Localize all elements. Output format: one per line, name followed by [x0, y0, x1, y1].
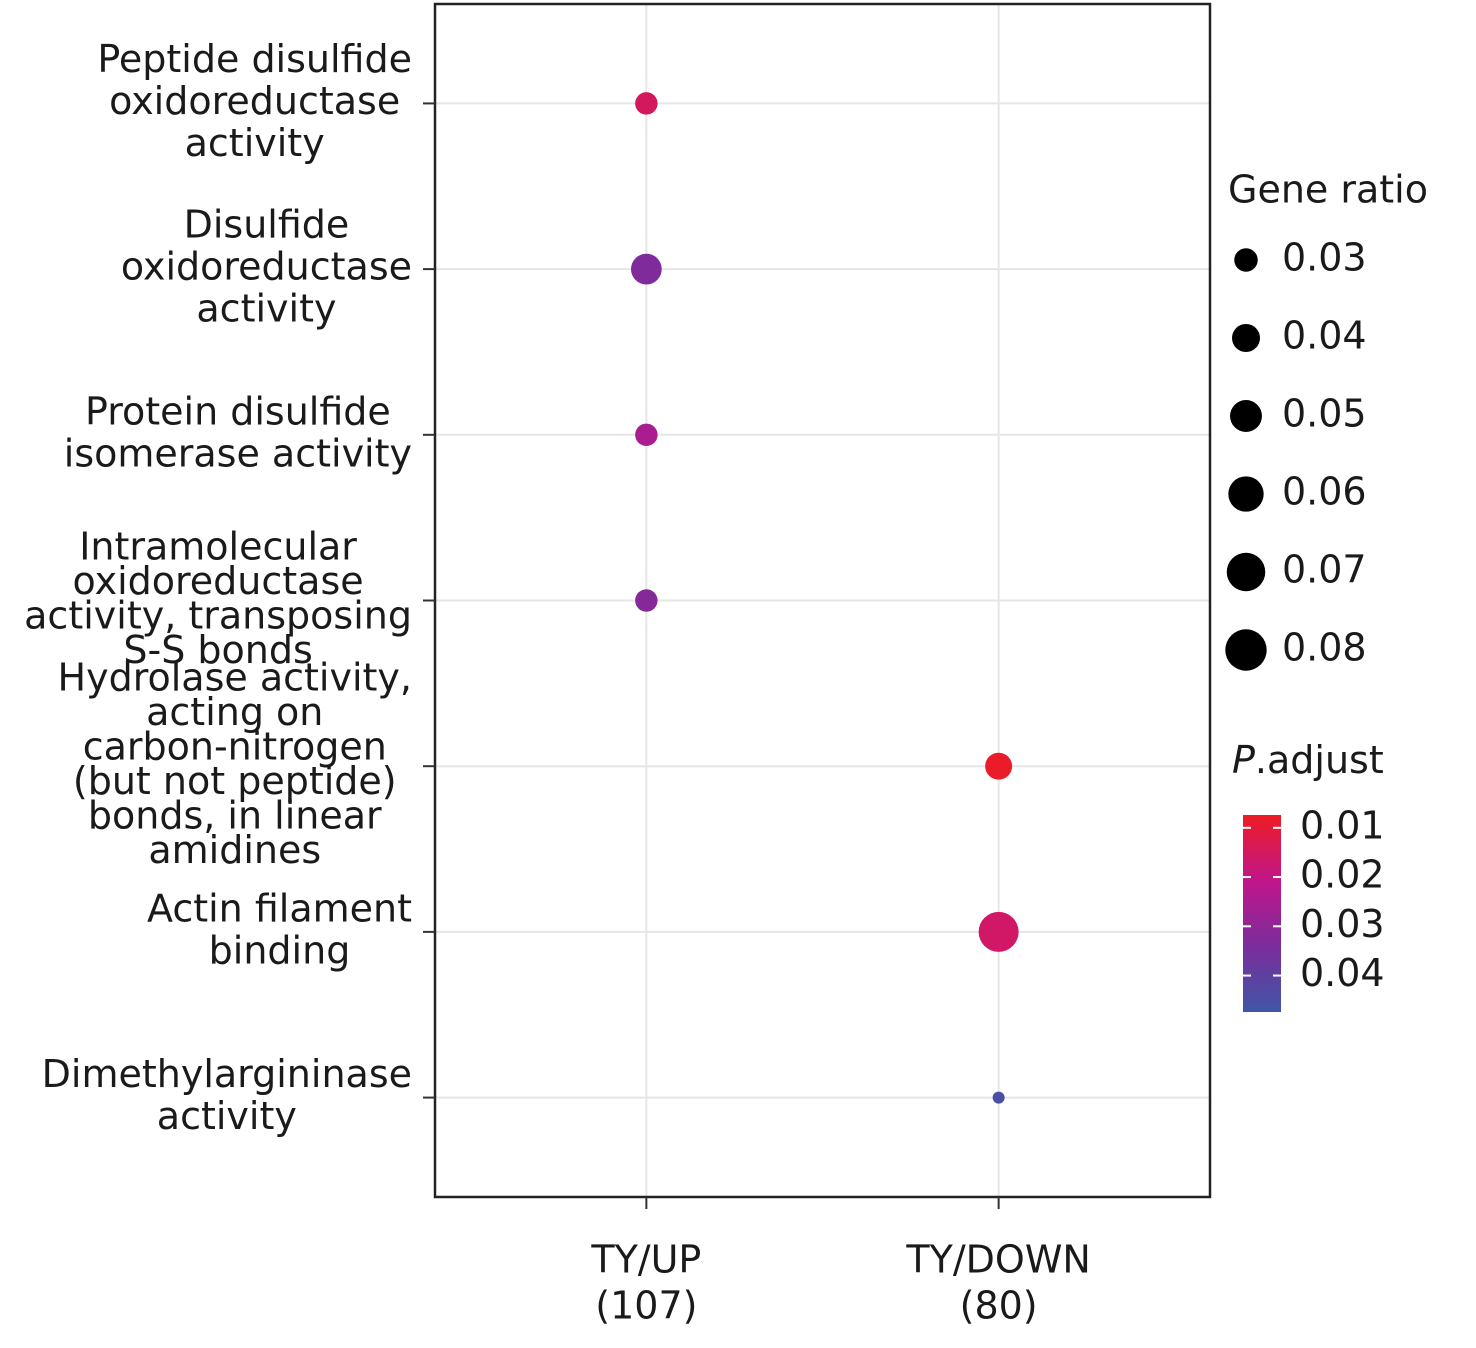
y-tick-label-line: Actin filament — [147, 886, 412, 930]
size-legend-key — [1228, 476, 1264, 512]
y-tick-label-line: Intramolecular — [79, 524, 357, 568]
x-tick-label: TY/UP — [590, 1238, 701, 1282]
y-tick-label-line: acting on — [146, 690, 323, 734]
color-legend-title-rest: .adjust — [1255, 738, 1384, 782]
size-legend-label: 0.04 — [1282, 314, 1367, 358]
y-tick-label-line: binding — [209, 928, 351, 972]
size-legend-label: 0.08 — [1282, 626, 1367, 670]
x-tick-label: (80) — [960, 1284, 1038, 1328]
x-tick-label: (107) — [595, 1284, 697, 1328]
y-tick-label: Hydrolase activity,acting oncarbon-nitro… — [58, 655, 412, 872]
y-tick-label-line: oxidoreductase — [73, 559, 364, 603]
y-tick-label-line: Peptide disulfide — [97, 37, 412, 81]
y-tick-label-line: activity, transposing — [24, 593, 412, 637]
y-tick-label-line: oxidoreductase — [109, 79, 400, 123]
y-tick-label-line: Dimethylargininase — [42, 1052, 412, 1096]
dot — [985, 752, 1013, 780]
y-tick-label-line: activity — [185, 121, 325, 165]
size-legend-key — [1226, 552, 1266, 592]
size-legend-key — [1234, 248, 1258, 272]
color-legend-label: 0.02 — [1300, 853, 1385, 897]
y-tick-label-line: S-S bonds — [123, 628, 312, 672]
size-legend-key — [1231, 323, 1261, 353]
y-tick-label-line: Disulfide — [184, 203, 350, 247]
size-legend-label: 0.07 — [1282, 548, 1367, 592]
y-tick-label-line: (but not peptide) — [73, 759, 397, 803]
dot — [635, 423, 658, 447]
y-tick-label-line: bonds, in linear — [88, 793, 382, 837]
y-tick-label-line: Hydrolase activity, — [58, 655, 412, 699]
y-tick-label-line: amidines — [148, 828, 321, 872]
y-tick-label-line: activity — [196, 287, 336, 331]
dot — [992, 1091, 1005, 1104]
size-legend-key — [1225, 629, 1267, 671]
y-tick-label-line: activity — [157, 1094, 297, 1138]
y-tick-label-line: isomerase activity — [64, 431, 412, 475]
color-legend-title-italic: P — [1232, 738, 1255, 782]
color-bar — [1243, 815, 1281, 1012]
color-legend-title: P.adjust — [1232, 738, 1384, 782]
size-legend-key — [1230, 400, 1262, 432]
y-tick-label-line: Protein disulfide — [85, 389, 391, 433]
color-legend-label: 0.01 — [1300, 803, 1385, 847]
size-legend-label: 0.05 — [1282, 392, 1367, 436]
dot — [978, 911, 1019, 952]
x-tick-label: TY/DOWN — [905, 1238, 1090, 1282]
size-legend-label: 0.06 — [1282, 470, 1367, 514]
dot — [635, 92, 658, 115]
size-legend-title: Gene ratio — [1228, 168, 1428, 212]
color-legend-label: 0.04 — [1300, 951, 1385, 995]
dot — [630, 253, 662, 285]
y-tick-label-line: oxidoreductase — [121, 245, 412, 289]
dot — [635, 589, 658, 612]
size-legend-label: 0.03 — [1282, 236, 1367, 280]
color-legend-label: 0.03 — [1300, 902, 1385, 946]
y-tick-label-line: carbon-nitrogen — [83, 724, 387, 768]
